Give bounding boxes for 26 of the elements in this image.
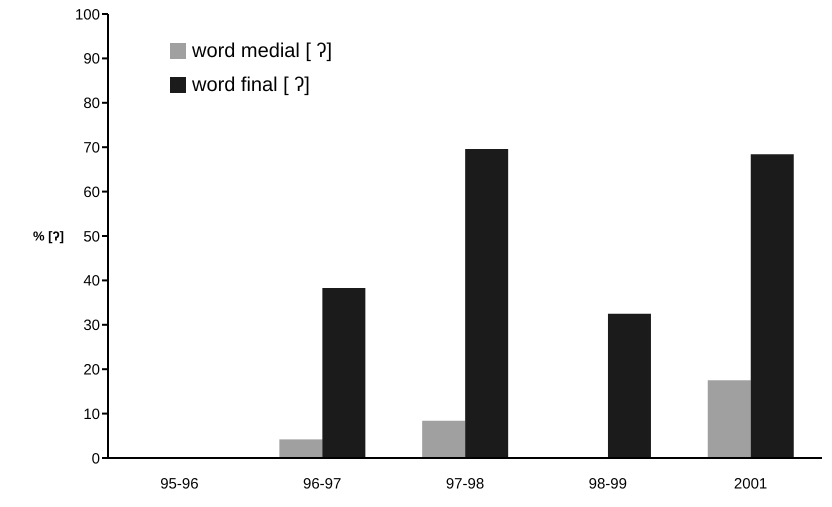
y-tick-label: 40 <box>83 272 100 290</box>
y-tick-label: 20 <box>83 362 100 379</box>
bar <box>750 154 794 458</box>
y-tick-label: 100 <box>74 6 100 24</box>
x-tick-label: 2001 <box>734 476 768 493</box>
x-tick-label: 95-96 <box>160 476 199 493</box>
bar <box>322 288 366 458</box>
y-tick-label: 60 <box>83 184 100 201</box>
x-tick-label: 98-99 <box>588 476 627 493</box>
bar <box>708 380 751 458</box>
bar <box>608 314 651 458</box>
bar <box>422 420 466 458</box>
bar <box>279 439 322 458</box>
y-axis-title: % [ʔ] <box>32 228 64 244</box>
y-tick-label: 10 <box>83 406 100 423</box>
y-tick-label: 80 <box>83 95 100 112</box>
x-tick-label: 96-97 <box>303 476 342 493</box>
y-tick-label: 70 <box>83 140 100 157</box>
legend-label: word final [ ʔ] <box>192 73 310 98</box>
y-tick-label: 30 <box>83 317 100 334</box>
y-tick-label: 90 <box>83 50 100 68</box>
x-tick-label: 97-98 <box>446 476 484 493</box>
y-tick-label: 50 <box>83 228 100 246</box>
bar <box>465 148 508 458</box>
legend-label: word medial [ ʔ] <box>192 39 332 64</box>
y-tick-label: 0 <box>92 450 100 468</box>
